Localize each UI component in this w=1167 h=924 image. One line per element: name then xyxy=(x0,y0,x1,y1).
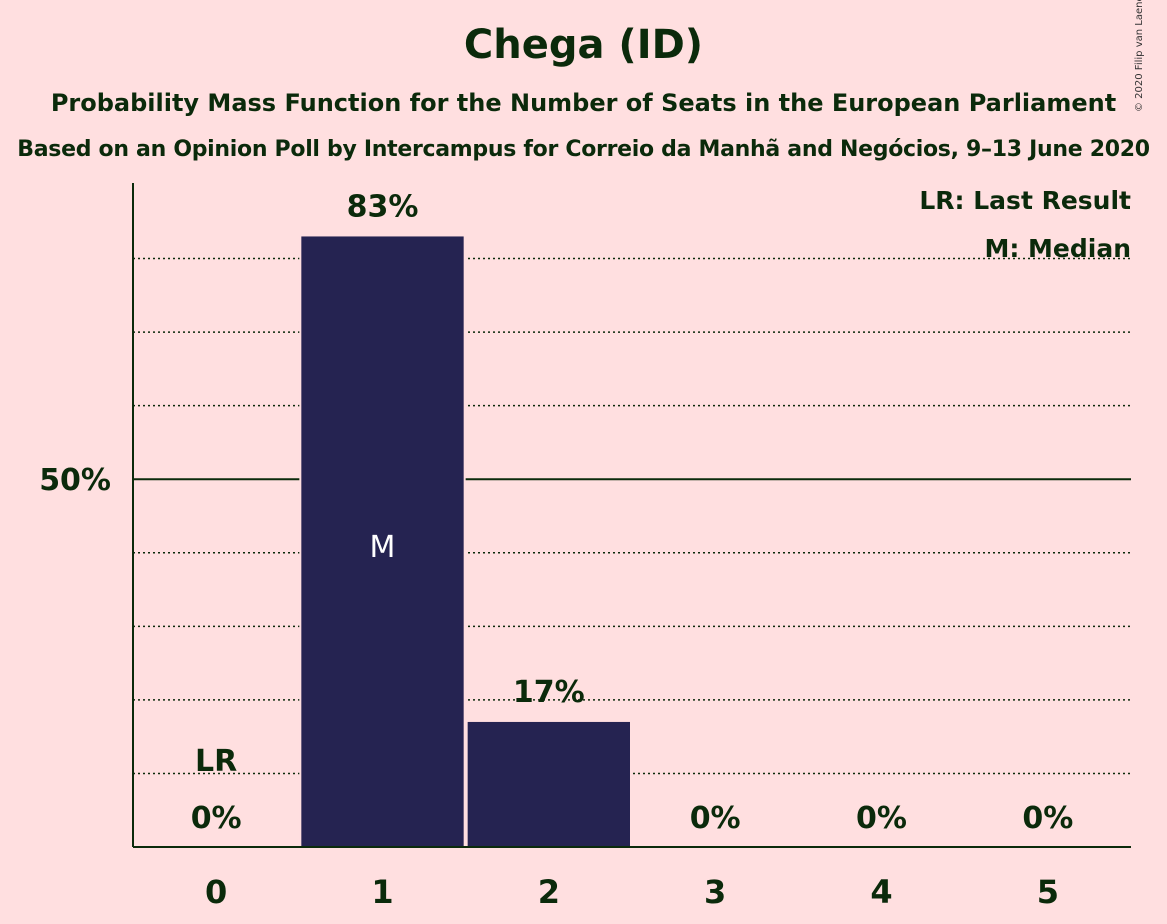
y-tick-label: 50% xyxy=(39,463,111,498)
legend-median: M: Median xyxy=(984,234,1131,263)
bars xyxy=(299,234,632,847)
value-label-5: 0% xyxy=(1022,801,1073,836)
chart-subtitle: Probability Mass Function for the Number… xyxy=(50,89,1117,117)
labels: 50% 0% 0 83% 1 17% 2 0% 3 0% 4 0% 5 M LR xyxy=(39,189,1073,911)
x-tick-label: 5 xyxy=(1037,873,1059,911)
axes xyxy=(132,183,1131,848)
bar-2 xyxy=(467,721,630,847)
chart-source: Based on an Opinion Poll by Intercampus … xyxy=(17,137,1150,162)
legend-last-result: LR: Last Result xyxy=(919,186,1131,215)
value-label-1: 83% xyxy=(347,189,419,224)
median-marker: M xyxy=(370,530,396,565)
gridlines xyxy=(133,257,1131,775)
x-tick-label: 1 xyxy=(371,873,393,911)
x-tick-label: 3 xyxy=(704,873,726,911)
value-label-0: 0% xyxy=(191,801,242,836)
x-tick-label: 0 xyxy=(205,873,227,911)
value-label-3: 0% xyxy=(690,801,741,836)
x-tick-label: 4 xyxy=(870,873,892,911)
value-label-4: 0% xyxy=(856,801,907,836)
bar-1 xyxy=(301,236,464,847)
last-result-marker: LR xyxy=(195,744,237,779)
value-label-2: 17% xyxy=(513,675,585,710)
x-tick-label: 2 xyxy=(538,873,560,911)
chart-title: Chega (ID) xyxy=(463,22,704,68)
